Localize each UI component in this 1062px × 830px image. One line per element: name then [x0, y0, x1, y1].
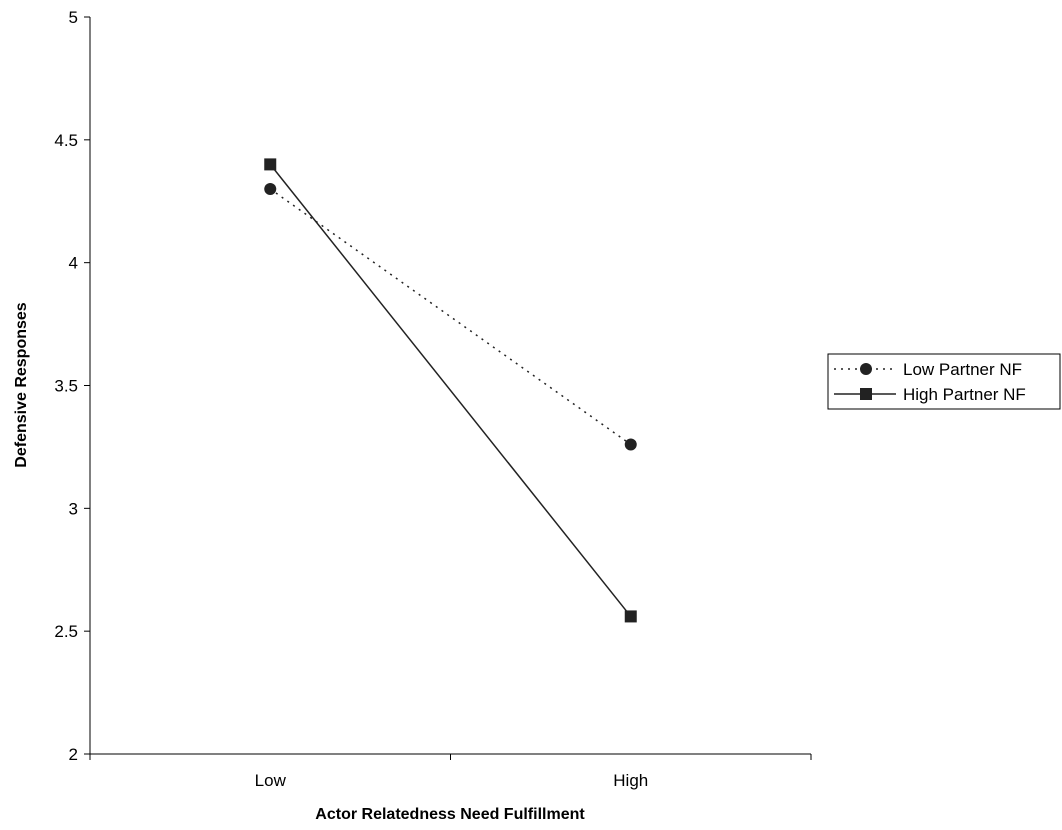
x-ticks: Low High	[89, 754, 812, 790]
legend-label-high-partner: High Partner NF	[903, 385, 1026, 404]
y-ticks: 2 2.5 3 3.5 4 4.5 5	[54, 8, 90, 764]
data-point-high-partner-nf	[624, 610, 637, 623]
data-point-low-partner-nf	[264, 182, 277, 195]
x-axis-title: Actor Relatedness Need Fulfillment	[315, 806, 585, 823]
y-axis-title: Defensive Responses	[13, 302, 30, 468]
data-point-high-partner-nf	[264, 158, 277, 171]
y-tick-label: 3	[69, 499, 78, 518]
series-line-low-partner-nf	[269, 188, 632, 446]
series-line-high-partner-nf	[269, 163, 632, 617]
x-tick-label: High	[613, 771, 648, 790]
y-tick-label: 5	[69, 8, 78, 27]
legend-marker-low-partner	[860, 363, 872, 375]
legend-marker-high-partner	[860, 388, 872, 400]
y-tick-label: 2.5	[54, 622, 78, 641]
axes	[89, 17, 811, 755]
y-tick-label: 4	[69, 254, 78, 273]
x-tick-label: Low	[255, 771, 287, 790]
y-tick-label: 3.5	[54, 377, 78, 396]
legend-label-low-partner: Low Partner NF	[903, 360, 1022, 379]
y-tick-label: 2	[69, 745, 78, 764]
y-tick-label: 4.5	[54, 131, 78, 150]
data-point-low-partner-nf	[624, 438, 637, 451]
legend: Low Partner NF High Partner NF	[827, 353, 1061, 410]
series	[264, 158, 637, 623]
